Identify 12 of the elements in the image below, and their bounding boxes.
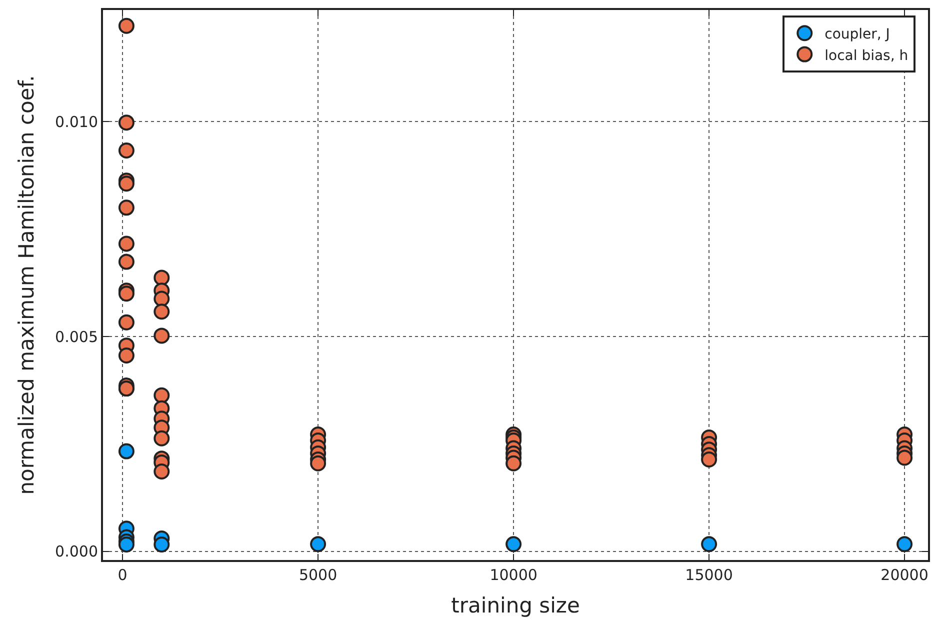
x-axis-title: training size	[451, 594, 580, 618]
y-tick-label: 0.000	[55, 542, 98, 561]
y-axis-title: normalized maximum Hamiltonian coef.	[14, 75, 39, 495]
y-tick-label: 0.010	[55, 112, 98, 131]
x-tick-label: 15000	[685, 566, 733, 584]
legend-label: coupler, J	[824, 26, 890, 43]
x-tick-label: 0	[118, 566, 128, 584]
legend-label: local bias, h	[824, 48, 908, 64]
y-tick-label: 0.005	[55, 328, 98, 346]
x-tick-label: 20000	[880, 566, 928, 584]
x-tick-label: 10000	[490, 566, 538, 584]
x-tick-label: 5000	[298, 566, 338, 584]
